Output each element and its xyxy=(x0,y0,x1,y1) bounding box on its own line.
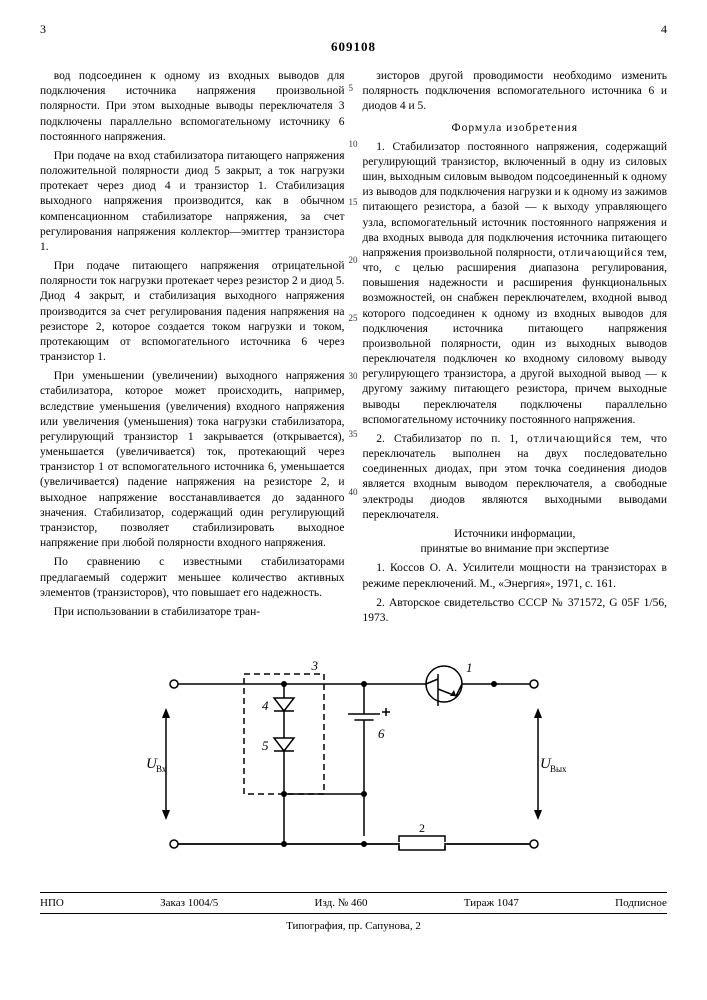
left-column: вод подсоединен к одному из входных выво… xyxy=(40,69,345,630)
svg-text:Вых: Вых xyxy=(550,764,567,774)
svg-text:3: 3 xyxy=(310,658,318,673)
svg-text:6: 6 xyxy=(378,726,385,741)
claim-text: 1. Стабилизатор постоянного напряжения, … xyxy=(363,141,668,259)
formula-title: Формула изобретения xyxy=(363,121,668,136)
para: При уменьшении (увеличении) выходного на… xyxy=(40,369,345,551)
right-column: 5 10 15 20 25 30 35 40 зисторов другой п… xyxy=(363,69,668,630)
page: 3 4 609108 вод подсоединен к одному из в… xyxy=(0,0,707,952)
circuit-svg: 345621UВхUВых xyxy=(134,644,574,874)
para: При использовании в стабилизаторе тран- xyxy=(40,605,345,620)
document-id: 609108 xyxy=(40,39,667,55)
sources-title: Источники информации, принятые во вниман… xyxy=(363,527,668,557)
footer-tirazh: Тираж 1047 xyxy=(464,897,519,909)
claim: 2. Стабилизатор по п. 1, отличающийся те… xyxy=(363,432,668,523)
footer-order: Заказ 1004/5 xyxy=(160,897,218,909)
line-number: 20 xyxy=(349,255,358,267)
para: По сравнению с известными стабилизаторам… xyxy=(40,555,345,601)
source: 2. Авторское свидетельство СССР № 371572… xyxy=(363,596,668,626)
line-number: 10 xyxy=(349,139,358,151)
claim-text: тем, что, с целью расширения диапазона р… xyxy=(363,247,668,426)
para: зисторов другой проводимости необходимо … xyxy=(363,69,668,115)
para: При подаче на вход стабилизатора питающе… xyxy=(40,149,345,255)
distinct: отличающийся xyxy=(558,247,643,259)
footer-org: НПО xyxy=(40,897,64,909)
line-number: 5 xyxy=(349,83,354,95)
line-number: 15 xyxy=(349,197,358,209)
svg-text:1: 1 xyxy=(466,660,473,675)
page-number-right: 4 xyxy=(661,22,667,37)
text-columns: вод подсоединен к одному из входных выво… xyxy=(40,69,667,630)
line-number: 35 xyxy=(349,429,358,441)
line-number: 30 xyxy=(349,371,358,383)
distinct: отличающийся xyxy=(527,433,612,445)
typography-line: Типография, пр. Сапунова, 2 xyxy=(40,920,667,932)
source: 1. Коссов О. А. Усилители мощности на тр… xyxy=(363,561,668,591)
svg-text:2: 2 xyxy=(419,821,425,835)
page-numbers: 3 4 xyxy=(40,22,667,37)
line-number: 25 xyxy=(349,313,358,325)
para: При подаче питающего напряжения отрицате… xyxy=(40,259,345,365)
footer-sign: Подписное xyxy=(615,897,667,909)
para: вод подсоединен к одному из входных выво… xyxy=(40,69,345,145)
footer-izd: Изд. № 460 xyxy=(315,897,368,909)
circuit-diagram: 345621UВхUВых xyxy=(134,644,574,874)
svg-text:4: 4 xyxy=(262,698,269,713)
page-number-left: 3 xyxy=(40,22,46,37)
svg-text:5: 5 xyxy=(262,738,269,753)
claim: 1. Стабилизатор постоянного напряжения, … xyxy=(363,140,668,428)
imprint-footer: НПО Заказ 1004/5 Изд. № 460 Тираж 1047 П… xyxy=(40,892,667,914)
claim-text: 2. Стабилизатор по п. 1, xyxy=(376,433,527,445)
claim-text: тем, что переключатель выполнен на двух … xyxy=(363,433,668,521)
line-number: 40 xyxy=(349,487,358,499)
